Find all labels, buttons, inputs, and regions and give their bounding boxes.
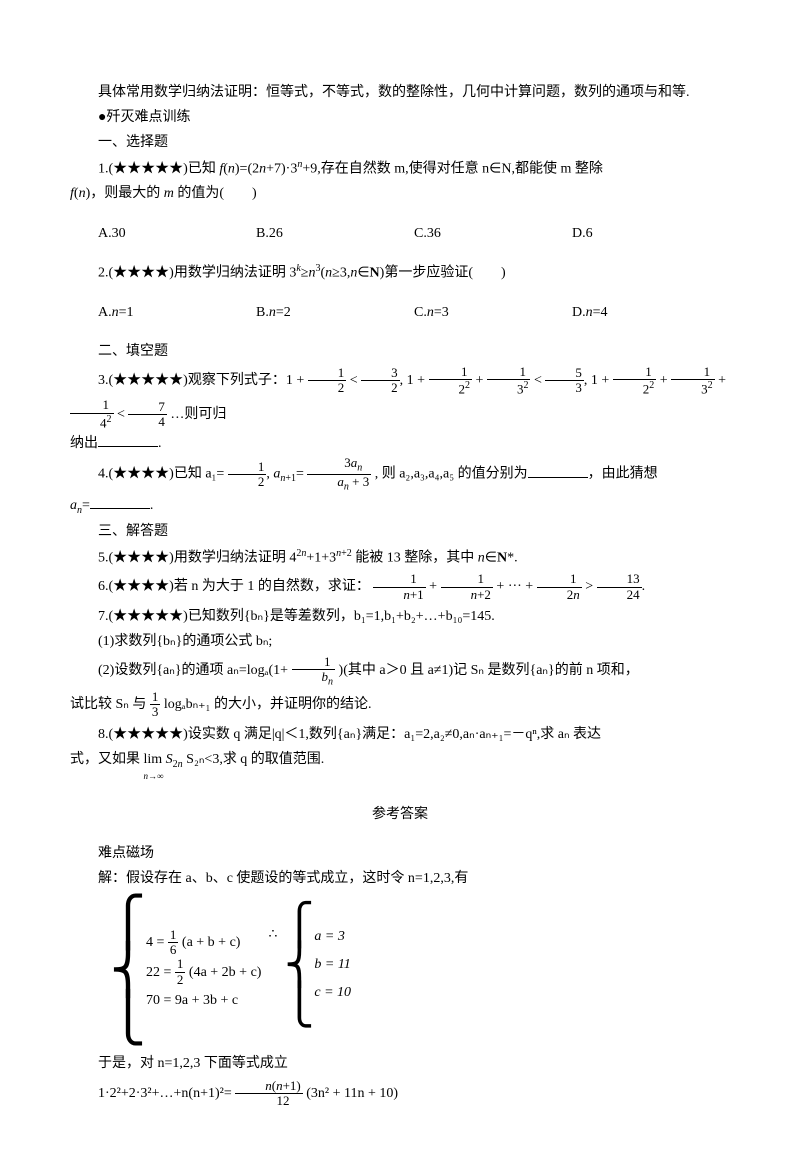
q7-line3: (2)设数列{aₙ}的通项 aₙ=logₐ(1+ 1bn )(其中 a＞0 且 … [70, 654, 730, 688]
q6-stem: 6.(★★★★)若 n 为大于 1 的自然数，求证： 1n+1 + 1n+2 +… [70, 570, 730, 604]
q1-opt-d: D.6 [572, 221, 730, 246]
q2-options: A.n=1 B.n=2 C.n=3 D.n=4 [70, 300, 730, 325]
q2-opt-a: A.n=1 [70, 300, 256, 325]
answer-intro: 解：假设存在 a、b、c 使题设的等式成立，这时令 n=1,2,3,有 [70, 866, 730, 891]
q1-opt-a: A.30 [70, 221, 256, 246]
q2-stem: 2.(★★★★)用数学归纳法证明 3k≥n3(n≥3,n∈N)第一步应验证( ) [70, 260, 730, 286]
brace-icon: ⎧⎨⎩ [110, 899, 146, 1043]
q4-stem: 4.(★★★★)已知 a₁= 12, an+1= 3anan + 3 , 则 a… [70, 456, 730, 492]
q2-opt-b: B.n=2 [256, 300, 414, 325]
q3-stem: 3.(★★★★★)观察下列式子：1 + 12 < 32, 1 + 122 + 1… [70, 364, 730, 431]
section-3-title: 三、解答题 [70, 519, 730, 544]
brace-icon: ⎧⎨⎩ [284, 905, 314, 1025]
q3-end: 纳出. [70, 431, 730, 456]
q8-line1: 8.(★★★★★)设实数 q 满足|q|＜1,数列{aₙ}满足：a₁=2,a₂≠… [70, 722, 730, 747]
q1-options: A.30 B.26 C.36 D.6 [70, 221, 730, 246]
q1-opt-b: B.26 [256, 221, 414, 246]
answer-header: 参考答案 [70, 802, 730, 827]
q2-opt-d: D.n=4 [572, 300, 730, 325]
q7-line4: 试比较 Sₙ 与 13 logₐbₙ₊₁ 的大小，并证明你的结论. [70, 688, 730, 722]
q7-line1: 7.(★★★★★)已知数列{bₙ}是等差数列，b₁=1,b₁+b₂+…+b₁₀=… [70, 604, 730, 629]
section-1-title: 一、选择题 [70, 130, 730, 155]
section-2-title: 二、填空题 [70, 339, 730, 364]
equation-system: ⎧⎨⎩ 4 = 16 (a + b + c) 22 = 12 (4a + 2b … [110, 899, 730, 1043]
answer-title: 难点磁场 [70, 841, 730, 866]
q5-stem: 5.(★★★★)用数学归纳法证明 42n+1+3n+2 能被 13 整除，其中 … [70, 545, 730, 571]
bullet-heading: ●歼灭难点训练 [70, 105, 730, 130]
q1-opt-c: C.36 [414, 221, 572, 246]
q1-stem-2: f(n)，则最大的 m 的值为( ) [70, 181, 730, 206]
conclusion-text: 于是，对 n=1,2,3 下面等式成立 [70, 1051, 730, 1076]
q2-opt-c: C.n=3 [414, 300, 572, 325]
q1-stem: 1.(★★★★★)已知 f(n)=(2n+7)·3n+9,存在自然数 m,使得对… [70, 156, 730, 182]
q4-end: an=. [70, 493, 730, 520]
intro-text: 具体常用数学归纳法证明：恒等式，不等式，数的整除性，几何中计算问题，数列的通项与… [70, 80, 730, 105]
q7-line2: (1)求数列{bₙ}的通项公式 bₙ; [70, 629, 730, 654]
final-equation: 1·2²+2·3²+…+n(n+1)²= n(n+1)12 (3n² + 11n… [70, 1077, 730, 1111]
q8-line2: 式，又如果 limn→∞ S2n S₂ₙ<3,求 q 的取值范围. [70, 747, 730, 782]
